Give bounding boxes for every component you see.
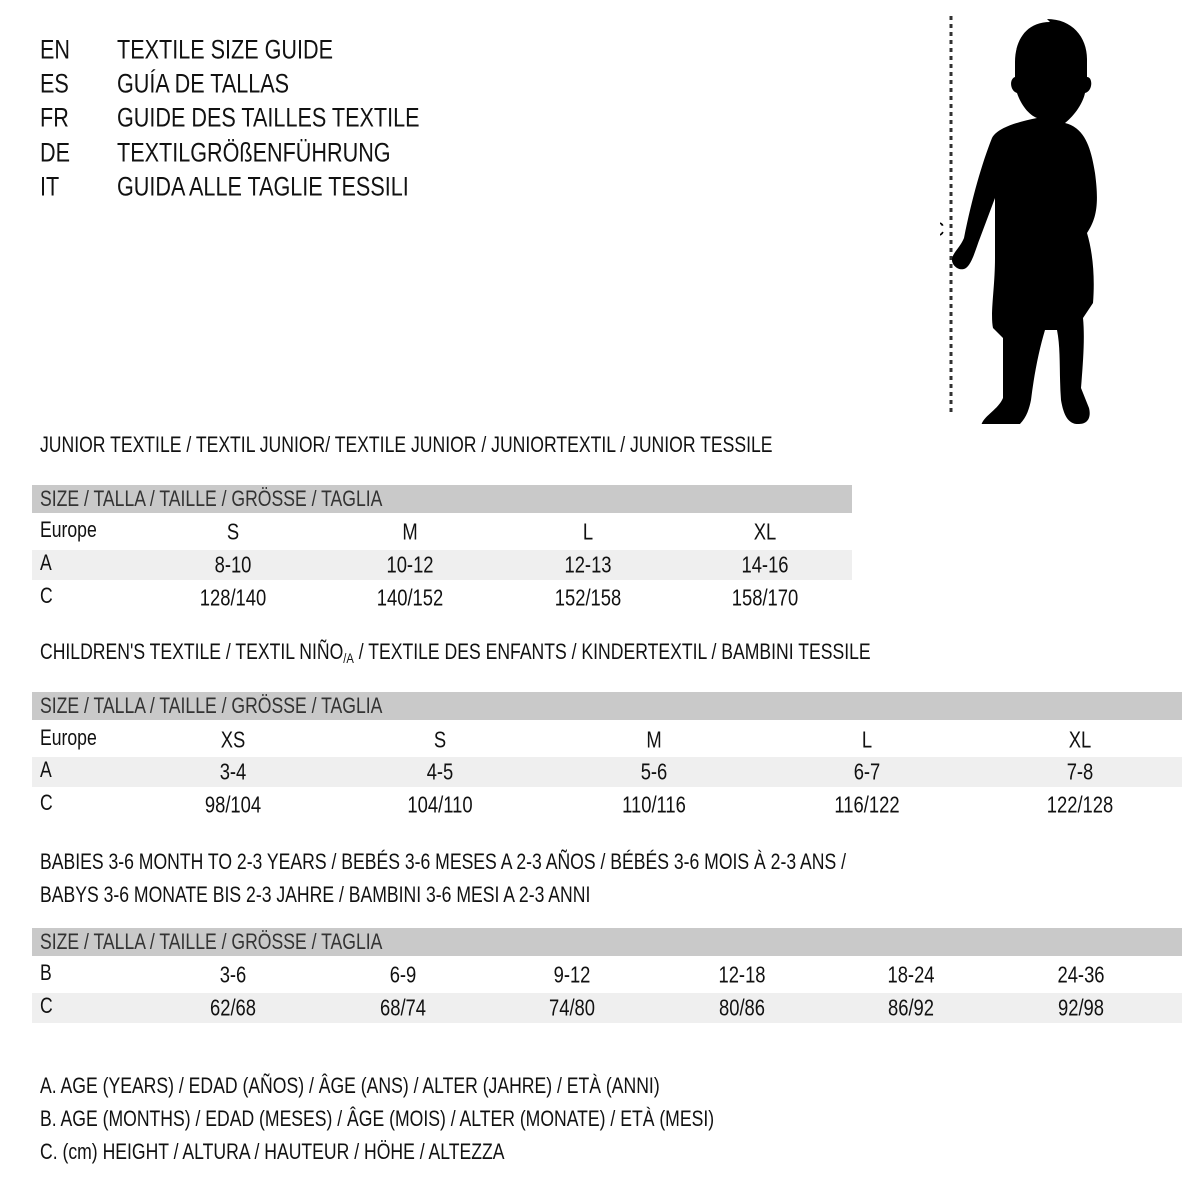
table-cell: 116/122 [834, 791, 900, 818]
alt-row-bg [32, 550, 852, 580]
table-cell: XL [753, 518, 777, 545]
alt-row-bg [32, 993, 1182, 1023]
table-cell: 158/170 [731, 584, 799, 611]
language-title: TEXTILE SIZE GUIDE [117, 34, 334, 65]
table-cell: 110/116 [622, 791, 686, 818]
size-header-label: SIZE / TALLA / TAILLE / GRÖSSE / TAGLIA [40, 929, 383, 954]
table-cell: 7-8 [1066, 758, 1094, 785]
language-title: GUÍA DE TALLAS [117, 68, 290, 99]
language-title: GUIDE DES TAILLES TEXTILE [117, 102, 420, 133]
title-subscript: /A [343, 650, 354, 666]
section-title-babies-2: BABYS 3-6 MONATE BIS 2-3 JAHRE / BAMBINI… [40, 882, 591, 907]
size-header-label: SIZE / TALLA / TAILLE / GRÖSSE / TAGLIA [40, 693, 383, 718]
table-cell: 92/98 [1057, 994, 1105, 1021]
row-label: A [40, 757, 52, 782]
language-code: DE [40, 137, 71, 168]
table-cell: 6-7 [853, 758, 881, 785]
row-label: C [40, 790, 53, 815]
section-title-babies-1: BABIES 3-6 MONTH TO 2-3 YEARS / BEBÉS 3-… [40, 849, 846, 874]
table-cell: 86/92 [887, 994, 935, 1021]
table-cell: 3-4 [219, 758, 247, 785]
table-cell: 128/140 [199, 584, 267, 611]
figure-label: C [940, 219, 944, 241]
section-title-junior: JUNIOR TEXTILE / TEXTIL JUNIOR/ TEXTILE … [40, 432, 773, 457]
alt-row-bg [32, 757, 1182, 787]
table-cell: 62/68 [209, 994, 257, 1021]
language-title: GUIDA ALLE TAGLIE TESSILI [117, 171, 409, 202]
table-cell: 80/86 [718, 994, 766, 1021]
table-cell: 68/74 [379, 994, 427, 1021]
table-cell: XS [220, 726, 246, 753]
legend-line: C. (cm) HEIGHT / ALTURA / HAUTEUR / HÖHE… [40, 1139, 505, 1164]
table-cell: 3-6 [219, 961, 247, 988]
title-part: CHILDREN'S TEXTILE / TEXTIL NIÑO [40, 639, 344, 664]
table-cell: XL [1068, 726, 1092, 753]
table-cell: 10-12 [386, 551, 434, 578]
row-label: Europe [40, 725, 97, 750]
table-cell: M [646, 726, 662, 753]
language-title: TEXTILGRÖßENFÜHRUNG [117, 137, 391, 168]
title-part: / TEXTILE DES ENFANTS / KINDERTEXTIL / B… [353, 639, 871, 664]
table-cell: 5-6 [640, 758, 668, 785]
table-cell: 122/128 [1046, 791, 1114, 818]
size-header-band [32, 928, 1182, 956]
table-cell: S [226, 518, 240, 545]
language-code: IT [40, 171, 60, 202]
table-cell: 12-13 [564, 551, 612, 578]
table-cell: 8-10 [214, 551, 252, 578]
row-label: C [40, 583, 53, 608]
size-header-band [32, 485, 852, 513]
table-cell: L [861, 726, 873, 753]
legend-line: A. AGE (YEARS) / EDAD (AÑOS) / ÂGE (ANS)… [40, 1073, 660, 1098]
row-label: B [40, 960, 52, 985]
child-silhouette-icon: C [940, 16, 1097, 424]
row-label: C [40, 993, 53, 1018]
table-cell: 14-16 [741, 551, 789, 578]
row-label: Europe [40, 517, 97, 542]
table-cell: 98/104 [204, 791, 262, 818]
table-cell: 104/110 [407, 791, 473, 818]
table-cell: 24-36 [1057, 961, 1105, 988]
row-label: A [40, 550, 52, 575]
table-cell: S [433, 726, 447, 753]
table-cell: 18-24 [887, 961, 935, 988]
table-cell: 12-18 [718, 961, 766, 988]
table-cell: 4-5 [426, 758, 454, 785]
language-code: EN [40, 34, 71, 65]
table-cell: 6-9 [389, 961, 417, 988]
table-cell: 74/80 [548, 994, 596, 1021]
table-cell: L [582, 518, 594, 545]
language-code: ES [40, 68, 69, 99]
table-cell: 9-12 [553, 961, 591, 988]
table-cell: 140/152 [376, 584, 444, 611]
size-header-band [32, 692, 1182, 720]
table-cell: 152/158 [554, 584, 622, 611]
language-code: FR [40, 102, 69, 133]
table-cell: M [402, 518, 418, 545]
legend-line: B. AGE (MONTHS) / EDAD (MESES) / ÂGE (MO… [40, 1106, 715, 1131]
section-title-children: CHILDREN'S TEXTILE / TEXTIL NIÑO/A / TEX… [40, 639, 871, 666]
size-header-label: SIZE / TALLA / TAILLE / GRÖSSE / TAGLIA [40, 486, 383, 511]
